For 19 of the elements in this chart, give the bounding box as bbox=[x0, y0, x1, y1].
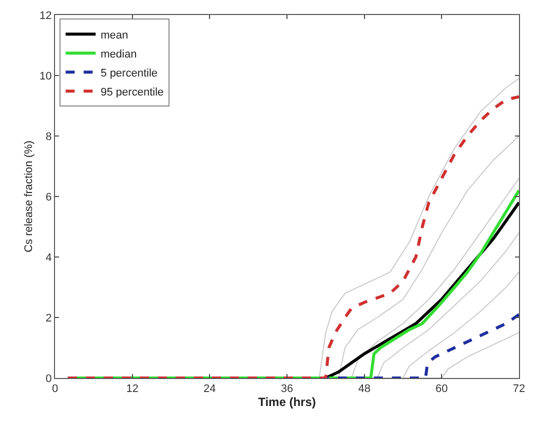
legend-label: 95 percentile bbox=[100, 86, 164, 98]
legend-label: mean bbox=[100, 29, 128, 42]
legend-label: median bbox=[100, 48, 137, 60]
y-tick-label: 0 bbox=[46, 372, 52, 385]
x-tick-label: 48 bbox=[358, 383, 370, 396]
y-tick-label: 10 bbox=[40, 70, 52, 82]
y-tick-label: 12 bbox=[40, 10, 52, 22]
y-tick-label: 4 bbox=[46, 252, 52, 264]
y-tick-label: 6 bbox=[46, 191, 52, 204]
y-axis-title: Cs release fraction (%) bbox=[23, 140, 36, 252]
x-tick-label: 12 bbox=[126, 383, 138, 396]
x-axis-title: Time (hrs) bbox=[258, 395, 316, 410]
y-tick-label: 2 bbox=[46, 312, 52, 324]
y-tick-label: 8 bbox=[46, 130, 52, 143]
x-tick-label: 60 bbox=[436, 383, 448, 396]
legend-label: 5 percentile bbox=[100, 67, 158, 80]
x-tick-label: 72 bbox=[512, 383, 526, 396]
x-tick-label: 24 bbox=[204, 383, 216, 396]
x-tick-label: 36 bbox=[280, 383, 294, 396]
